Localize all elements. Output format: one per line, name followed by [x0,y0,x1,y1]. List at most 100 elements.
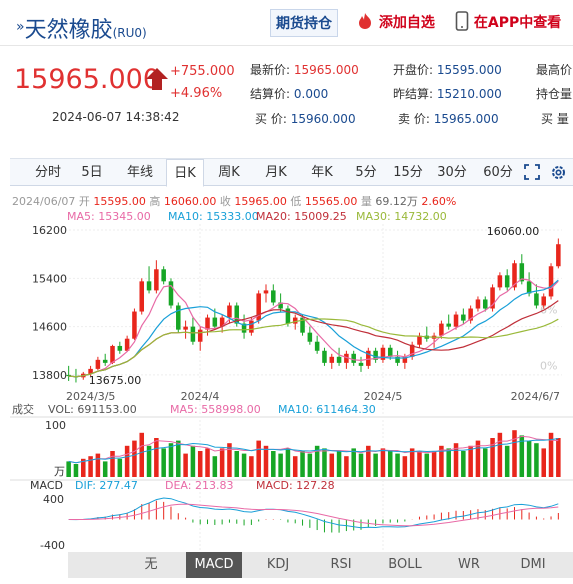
add-favorite-button[interactable]: 添加自选 [356,9,435,37]
candle-body [292,317,298,324]
volume-bar [102,461,108,477]
tab-year-line[interactable]: 年线 [126,165,153,180]
volume-bar [526,440,532,477]
svg-text:成交: 成交 [12,402,34,416]
volume-bar [66,461,71,477]
candle-body [439,323,444,336]
indicator-none[interactable]: 无 [144,557,158,572]
candle-body [336,356,342,363]
volume-bar [278,453,283,477]
price-axis-labels: 16200 15400 14600 13800 6% 0% [32,224,557,382]
title-prefix: » [16,19,25,35]
macd-dif-line [68,497,559,529]
volume-bar [468,445,473,477]
tab-weekly-k[interactable]: 周K [218,165,240,180]
indicator-macd[interactable]: MACD [186,552,242,578]
fire-icon [359,13,371,29]
svg-text:VOL: 691153.00: VOL: 691153.00 [48,403,137,416]
volume-bar [417,451,422,477]
volume-bar [336,451,342,477]
kline-chart-area[interactable]: 2024/06/07 开 15595.00 高 16060.00 收 15965… [10,187,573,580]
svg-text:MACD: 127.28: MACD: 127.28 [256,479,335,492]
volume-bar [307,453,313,477]
volume-bar [190,445,196,477]
volume-bar [161,448,166,477]
tab-30min[interactable]: 30分 [437,165,467,180]
candle-body [278,302,283,309]
tab-intraday[interactable]: 分时 [34,165,61,180]
volume-bar [197,451,203,477]
candle-body [95,359,101,369]
futures-holding-button[interactable]: 期货持仓 [270,9,338,37]
indicator-boll[interactable]: BOLL [388,557,422,572]
volume-bar [431,451,437,477]
volume-bar [373,453,378,477]
volume-bar [497,432,503,477]
bid-volume-item: 买 量 [541,112,569,126]
volume-bar [556,438,561,477]
price-grid [10,224,573,567]
high-marker-label: 16060.00 [487,225,540,238]
view-in-app-label: 在APP中查看 [473,15,562,31]
volume-legend: 成交 VOL: 691153.00 MA5: 558998.00 MA10: 6… [12,402,376,478]
tab-5min[interactable]: 5分 [355,165,377,180]
svg-text:MA5: 15345.00: MA5: 15345.00 [67,210,151,223]
candle-body [329,356,335,363]
candle-body [490,287,495,309]
candle-body [344,353,349,363]
tab-60min[interactable]: 60分 [483,165,513,180]
tab-15min[interactable]: 15分 [393,165,423,180]
candle-body [161,269,166,282]
volume-bar [351,448,356,477]
price-tick-label: 13800 [32,369,67,382]
svg-text:-400: -400 [40,539,65,552]
prev-settle-item: 昨结算: 15210.000 [393,87,502,101]
fullscreen-icon[interactable] [524,164,540,180]
candle-body [417,335,422,345]
tab-daily-k[interactable]: 日K [166,159,204,187]
bid-price-item: 买 价: 15960.000 [255,112,356,126]
candle-body [314,341,320,351]
date-tick-label: 2024/4 [181,390,220,403]
candle-body [534,293,539,306]
view-in-app-button[interactable]: 在APP中查看 [455,9,561,37]
volume-bar [329,453,335,477]
date-axis-labels: 2024/3/5 2024/4 2024/5 2024/6/7 [66,390,560,403]
candle-body [446,323,451,327]
candle-body [373,350,378,360]
candle-body [256,293,261,321]
candle-body [358,362,364,366]
candle-body [402,356,408,363]
tab-5day[interactable]: 5日 [81,165,103,180]
candle-body [146,281,152,291]
volume-bar [300,451,305,477]
svg-text:MA5: 558998.00: MA5: 558998.00 [170,403,261,416]
volume-bar [241,453,247,477]
indicator-kdj[interactable]: KDJ [266,557,290,572]
candle-body [168,281,174,306]
volume-bar [453,443,459,477]
tab-yearly-k[interactable]: 年K [311,165,333,180]
volume-bar [263,445,269,477]
candle-body [512,263,517,288]
candle-body [461,314,466,321]
volume-bar [205,448,210,477]
volume-bar [475,440,481,477]
volume-bar [482,448,488,477]
indicator-rsi[interactable]: RSI [330,557,352,572]
kline-chart[interactable]: 2024/06/07 开 15595.00 高 16060.00 收 15965… [10,187,573,580]
volume-bar [490,438,495,477]
settings-icon[interactable] [550,164,567,181]
volume-bar [424,453,430,477]
volume-bar [132,440,137,477]
ma5-line [68,278,559,378]
svg-text:2024/06/07 开 15595.00 高 16060.: 2024/06/07 开 15595.00 高 16060.00 收 15965… [12,194,456,208]
indicator-wr[interactable]: WR [458,557,480,572]
candle-body [548,266,554,297]
volume-bar [387,451,393,477]
candle-body [482,299,488,309]
indicator-dmi[interactable]: DMI [520,557,546,572]
svg-text:MA10: 611464.30: MA10: 611464.30 [278,403,376,416]
price-change-percent: +4.96% [170,86,223,101]
tab-monthly-k[interactable]: 月K [265,165,287,180]
